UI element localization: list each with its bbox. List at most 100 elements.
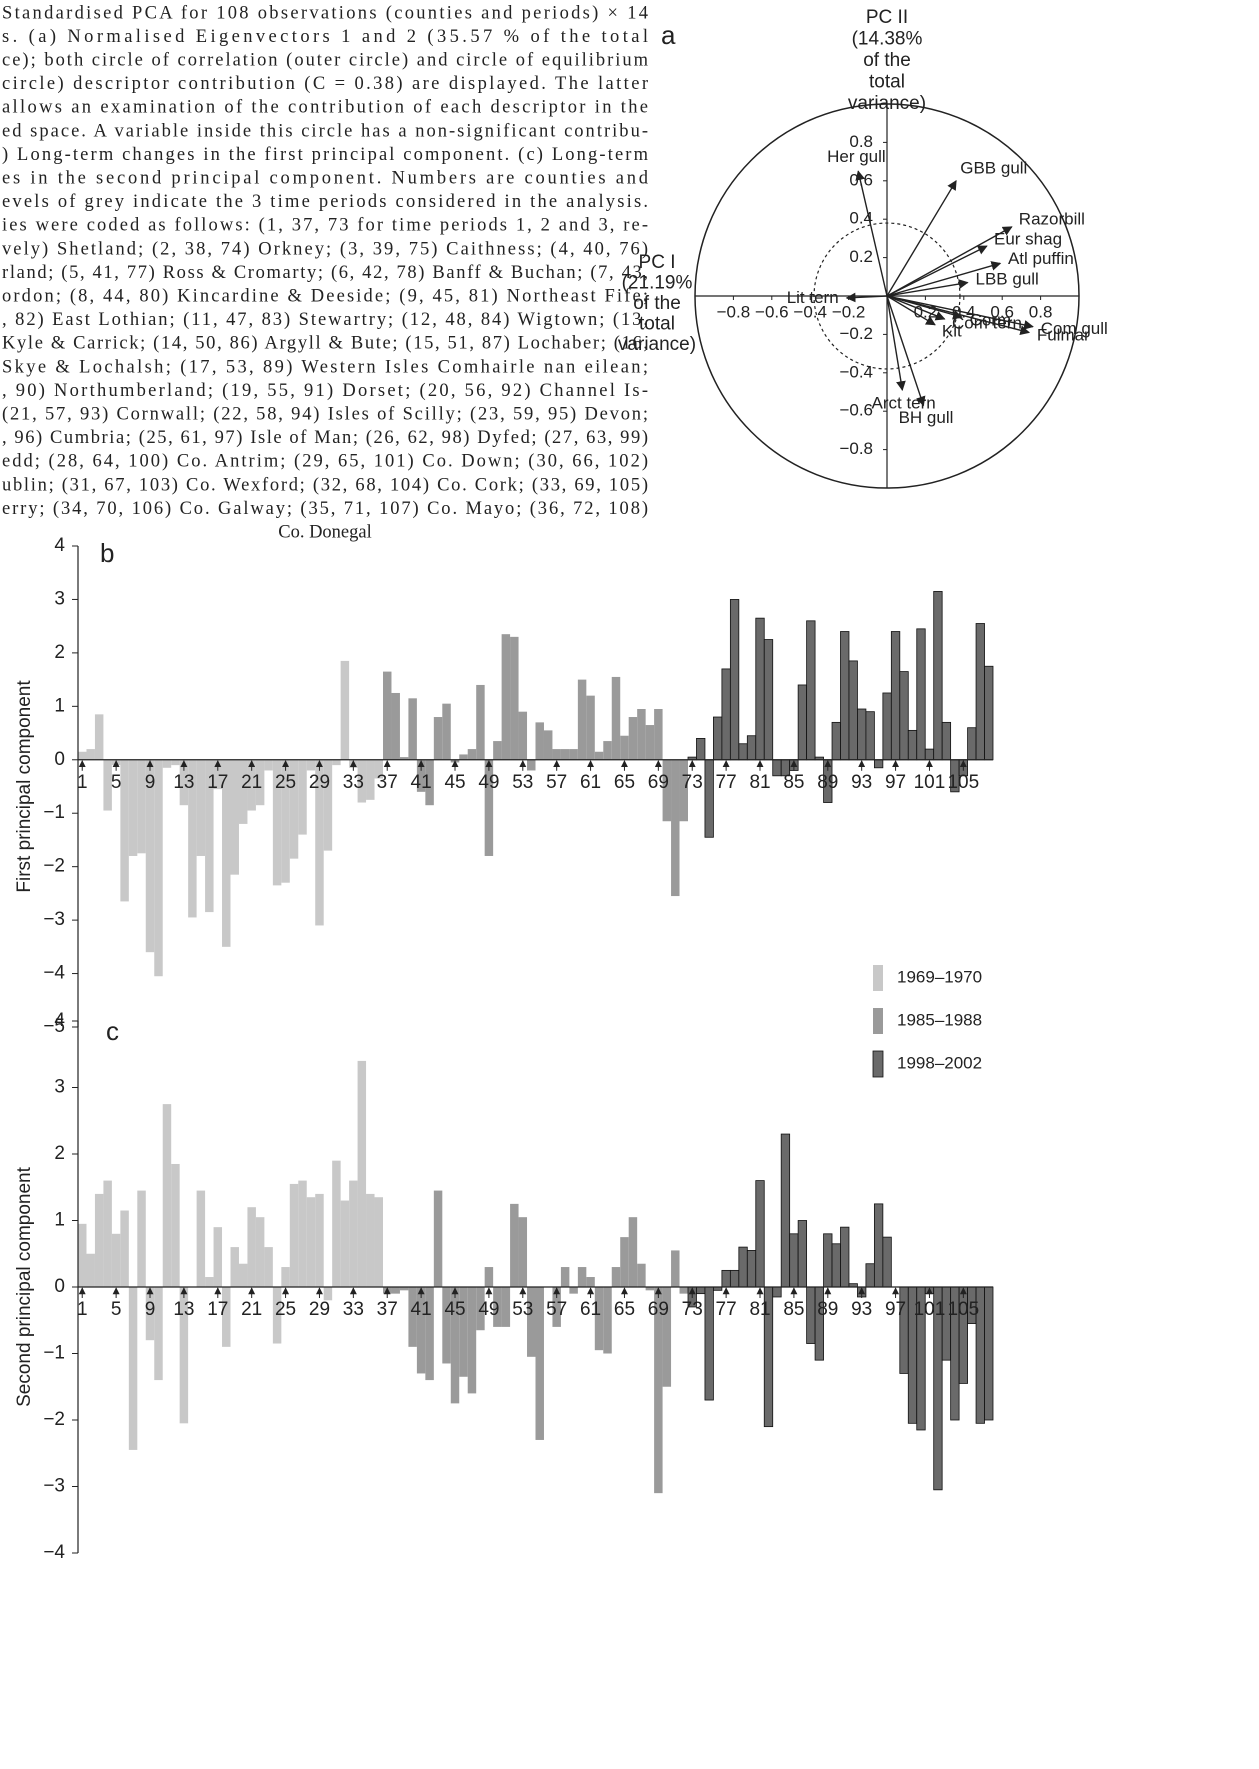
loading-vector [886, 261, 1002, 297]
y-tick-label: −1 [43, 1343, 65, 1364]
y-axis-label: Second principal component [14, 1166, 35, 1406]
bar [442, 1287, 451, 1364]
caption-line: , 90) Northumberland; (19, 55, 91) Dorse… [2, 381, 648, 401]
bar [264, 1247, 273, 1287]
bar [586, 695, 595, 760]
x-tick-label: 105 [947, 772, 979, 793]
caption-line: edd; (28, 64, 100) Co. Antrim; (29, 65, … [2, 452, 648, 472]
x-tick-label: 61 [580, 772, 601, 793]
x-tick-label: 97 [885, 772, 906, 793]
bar [899, 671, 909, 761]
vector-label: Lit tern [787, 288, 839, 307]
bar [552, 1287, 561, 1327]
x-tick-label: 53 [512, 772, 533, 793]
bar [323, 759, 333, 851]
caption-line: , 82) East Lothian; (11, 47, 83) Stewart… [2, 310, 648, 330]
bar [772, 759, 782, 777]
vector-label: Com gull [1041, 319, 1108, 338]
x-tick-label: 73 [682, 772, 703, 793]
y-tick-label: 0 [54, 749, 65, 770]
bar [357, 759, 367, 803]
panel-label: b [100, 538, 114, 568]
bar [569, 749, 578, 760]
bar [459, 754, 468, 760]
y-axis-label: of the [863, 50, 911, 71]
bar [552, 749, 561, 760]
bar [628, 717, 638, 760]
bar [907, 729, 918, 761]
bar [366, 1193, 375, 1287]
bar [247, 759, 256, 811]
loading-vector [855, 170, 888, 297]
bar [306, 759, 316, 771]
bar [840, 631, 850, 761]
bar [298, 759, 307, 835]
x-tick-label: 25 [275, 772, 296, 793]
bar [383, 671, 392, 760]
y-tick-label: 3 [54, 1077, 65, 1098]
bar [272, 759, 282, 886]
bar [196, 1190, 206, 1287]
bar [882, 692, 892, 761]
bar [120, 759, 129, 902]
x-axis-label: total [639, 314, 675, 335]
bar [662, 759, 672, 822]
bar [315, 759, 324, 926]
loading-vector [886, 295, 926, 407]
bar [713, 716, 723, 761]
bar [111, 1233, 121, 1287]
vector-label: Eur shag [994, 229, 1062, 248]
y-tick-label: −5 [43, 1016, 65, 1037]
y-tick-label: −1 [43, 802, 65, 823]
y-tick-label: −0.8 [839, 439, 873, 458]
bar [289, 1183, 299, 1287]
y-tick-label: 2 [54, 642, 65, 663]
bar [459, 1287, 468, 1377]
bar [721, 668, 731, 761]
bar [476, 684, 485, 760]
x-tick-label: 17 [207, 772, 228, 793]
caption-line: Standardised PCA for 108 observations (c… [2, 3, 648, 23]
bar [230, 1247, 239, 1287]
bar [586, 1277, 595, 1287]
bar [729, 1269, 740, 1288]
caption-line: ies were coded as follows: (1, 37, 73 fo… [2, 216, 648, 236]
vector-label: Kit [942, 321, 962, 340]
bar [391, 692, 400, 760]
bar [873, 1203, 884, 1288]
y-tick-label: −3 [43, 1476, 65, 1497]
bar [196, 759, 206, 856]
bar [865, 711, 875, 761]
bar [467, 749, 477, 760]
bar [637, 709, 646, 760]
x-tick-label: 49 [478, 772, 499, 793]
x-tick-label: 13 [173, 772, 194, 793]
bar [620, 735, 629, 760]
caption-line: Kyle & Carrick; (14, 50, 86) Argyll & Bu… [2, 334, 648, 354]
bar [814, 1286, 824, 1361]
bar [755, 617, 765, 761]
bar [535, 722, 544, 760]
bar [984, 1286, 994, 1421]
x-tick-label: 73 [682, 1299, 703, 1320]
x-tick-label: 101 [914, 772, 946, 793]
bar [637, 1263, 646, 1287]
y-tick-label: −2 [43, 856, 65, 877]
bar [171, 1163, 180, 1287]
bar [510, 1203, 519, 1287]
bar [255, 759, 265, 806]
bar [704, 1286, 714, 1401]
bar [840, 1226, 850, 1288]
bar [645, 725, 655, 760]
x-tick-label: 93 [851, 772, 872, 793]
x-tick-label: 85 [783, 1299, 804, 1320]
bar [577, 1267, 587, 1287]
bar [128, 1287, 138, 1450]
bar [704, 759, 714, 838]
bar [154, 1287, 163, 1381]
loading-vector [886, 279, 969, 297]
x-tick-label: 61 [580, 1299, 601, 1320]
vector-label: Corm [970, 310, 1012, 329]
y-tick-label: −4 [43, 963, 65, 984]
bar [543, 730, 553, 760]
